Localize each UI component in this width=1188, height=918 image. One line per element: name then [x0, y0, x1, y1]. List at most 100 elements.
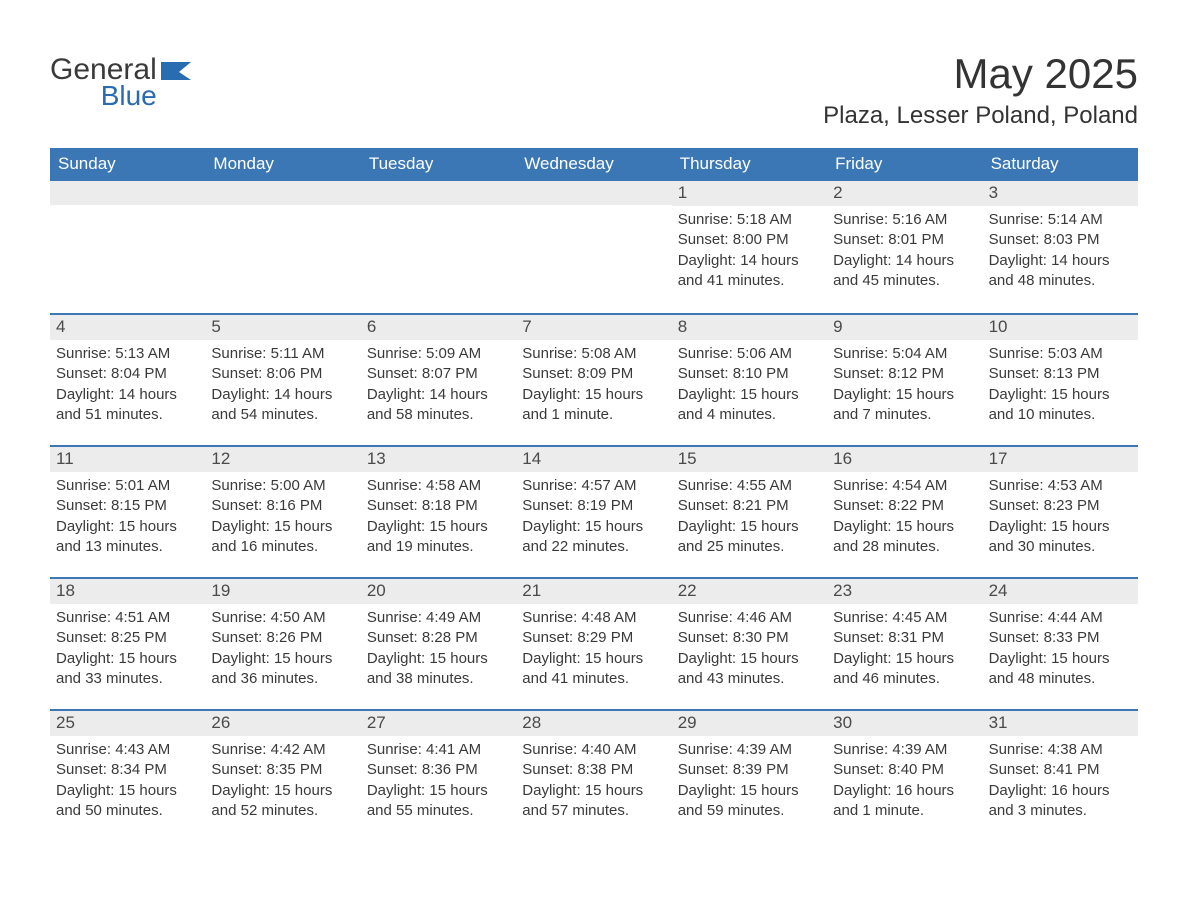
calendar-cell: 1Sunrise: 5:18 AMSunset: 8:00 PMDaylight…	[672, 181, 827, 313]
day-header: Thursday	[672, 148, 827, 181]
day-number: 5	[205, 315, 360, 340]
daylight-line: Daylight: 15 hours and 1 minute.	[522, 385, 665, 426]
sunset-label: Sunset:	[989, 497, 1044, 514]
calendar-cell: 2Sunrise: 5:16 AMSunset: 8:01 PMDaylight…	[827, 181, 982, 313]
sunset-label: Sunset:	[678, 365, 733, 382]
sunrise-line: Sunrise: 4:43 AM	[56, 740, 199, 760]
day-info: Sunrise: 5:01 AMSunset: 8:15 PMDaylight:…	[50, 472, 205, 565]
daylight-label: Daylight:	[367, 386, 430, 403]
day-number: 2	[827, 181, 982, 206]
day-info: Sunrise: 5:03 AMSunset: 8:13 PMDaylight:…	[983, 340, 1138, 433]
daylight-label: Daylight:	[56, 518, 119, 535]
sunset-value: 8:22 PM	[888, 497, 944, 514]
sunrise-line: Sunrise: 5:18 AM	[678, 210, 821, 230]
sunset-value: 8:29 PM	[577, 629, 633, 646]
sunset-label: Sunset:	[989, 365, 1044, 382]
daylight-label: Daylight:	[833, 650, 896, 667]
daylight-label: Daylight:	[833, 518, 896, 535]
sunrise-label: Sunrise:	[678, 741, 737, 758]
sunset-value: 8:40 PM	[888, 761, 944, 778]
sunrise-line: Sunrise: 4:46 AM	[678, 608, 821, 628]
sunrise-label: Sunrise:	[989, 211, 1048, 228]
sunset-value: 8:23 PM	[1044, 497, 1100, 514]
day-number: 31	[983, 711, 1138, 736]
calendar-cell: 24Sunrise: 4:44 AMSunset: 8:33 PMDayligh…	[983, 577, 1138, 709]
sunrise-label: Sunrise:	[56, 609, 115, 626]
daylight-line: Daylight: 15 hours and 25 minutes.	[678, 517, 821, 558]
sunrise-line: Sunrise: 4:45 AM	[833, 608, 976, 628]
sunrise-value: 4:39 AM	[892, 741, 947, 758]
sunset-line: Sunset: 8:26 PM	[211, 628, 354, 648]
day-info: Sunrise: 5:09 AMSunset: 8:07 PMDaylight:…	[361, 340, 516, 433]
sunrise-label: Sunrise:	[211, 741, 270, 758]
sunset-line: Sunset: 8:18 PM	[367, 496, 510, 516]
sunrise-label: Sunrise:	[833, 609, 892, 626]
calendar-cell: 27Sunrise: 4:41 AMSunset: 8:36 PMDayligh…	[361, 709, 516, 841]
sunset-line: Sunset: 8:29 PM	[522, 628, 665, 648]
sunrise-line: Sunrise: 4:57 AM	[522, 476, 665, 496]
daylight-line: Daylight: 15 hours and 13 minutes.	[56, 517, 199, 558]
sunset-line: Sunset: 8:41 PM	[989, 760, 1132, 780]
day-number: 4	[50, 315, 205, 340]
page-title: May 2025	[823, 50, 1138, 98]
day-info: Sunrise: 4:39 AMSunset: 8:39 PMDaylight:…	[672, 736, 827, 829]
sunset-label: Sunset:	[56, 629, 111, 646]
daylight-line: Daylight: 15 hours and 43 minutes.	[678, 649, 821, 690]
day-number: 21	[516, 579, 671, 604]
sunset-value: 8:19 PM	[577, 497, 633, 514]
day-number: 24	[983, 579, 1138, 604]
sunrise-label: Sunrise:	[367, 741, 426, 758]
calendar-cell: 5Sunrise: 5:11 AMSunset: 8:06 PMDaylight…	[205, 313, 360, 445]
sunrise-value: 5:11 AM	[271, 345, 325, 362]
sunset-value: 8:30 PM	[733, 629, 789, 646]
sunrise-value: 4:46 AM	[737, 609, 792, 626]
daylight-line: Daylight: 14 hours and 48 minutes.	[989, 251, 1132, 292]
calendar-cell: 11Sunrise: 5:01 AMSunset: 8:15 PMDayligh…	[50, 445, 205, 577]
sunrise-label: Sunrise:	[211, 345, 270, 362]
day-number: 30	[827, 711, 982, 736]
sunset-label: Sunset:	[211, 365, 266, 382]
sunset-label: Sunset:	[678, 497, 733, 514]
day-info: Sunrise: 4:53 AMSunset: 8:23 PMDaylight:…	[983, 472, 1138, 565]
day-number: 13	[361, 447, 516, 472]
calendar-cell-empty	[205, 181, 360, 313]
sunset-value: 8:36 PM	[422, 761, 478, 778]
sunset-label: Sunset:	[211, 629, 266, 646]
brand-logo: General Blue	[50, 50, 195, 108]
sunrise-value: 4:41 AM	[426, 741, 481, 758]
daylight-label: Daylight:	[989, 518, 1052, 535]
sunrise-line: Sunrise: 5:08 AM	[522, 344, 665, 364]
sunset-line: Sunset: 8:16 PM	[211, 496, 354, 516]
sunset-value: 8:26 PM	[266, 629, 322, 646]
title-block: May 2025 Plaza, Lesser Poland, Poland	[823, 50, 1138, 130]
sunrise-label: Sunrise:	[522, 345, 581, 362]
daylight-line: Daylight: 15 hours and 52 minutes.	[211, 781, 354, 822]
day-number: 22	[672, 579, 827, 604]
sunrise-line: Sunrise: 4:48 AM	[522, 608, 665, 628]
calendar-cell: 21Sunrise: 4:48 AMSunset: 8:29 PMDayligh…	[516, 577, 671, 709]
day-info: Sunrise: 5:16 AMSunset: 8:01 PMDaylight:…	[827, 206, 982, 299]
sunrise-label: Sunrise:	[989, 477, 1048, 494]
sunrise-line: Sunrise: 4:58 AM	[367, 476, 510, 496]
sunrise-value: 5:14 AM	[1048, 211, 1103, 228]
daylight-label: Daylight:	[989, 782, 1052, 799]
brand-word-2: Blue	[50, 83, 157, 108]
sunset-line: Sunset: 8:01 PM	[833, 230, 976, 250]
calendar-cell: 16Sunrise: 4:54 AMSunset: 8:22 PMDayligh…	[827, 445, 982, 577]
sunset-line: Sunset: 8:34 PM	[56, 760, 199, 780]
day-info: Sunrise: 4:40 AMSunset: 8:38 PMDaylight:…	[516, 736, 671, 829]
daylight-line: Daylight: 15 hours and 50 minutes.	[56, 781, 199, 822]
day-info: Sunrise: 4:49 AMSunset: 8:28 PMDaylight:…	[361, 604, 516, 697]
daylight-label: Daylight:	[678, 650, 741, 667]
sunrise-label: Sunrise:	[522, 609, 581, 626]
sunrise-line: Sunrise: 4:54 AM	[833, 476, 976, 496]
sunrise-label: Sunrise:	[833, 211, 892, 228]
sunset-line: Sunset: 8:28 PM	[367, 628, 510, 648]
daylight-label: Daylight:	[833, 386, 896, 403]
daylight-line: Daylight: 15 hours and 16 minutes.	[211, 517, 354, 558]
daylight-label: Daylight:	[678, 386, 741, 403]
sunrise-line: Sunrise: 5:11 AM	[211, 344, 354, 364]
calendar-cell: 22Sunrise: 4:46 AMSunset: 8:30 PMDayligh…	[672, 577, 827, 709]
day-info: Sunrise: 4:45 AMSunset: 8:31 PMDaylight:…	[827, 604, 982, 697]
sunrise-label: Sunrise:	[989, 741, 1048, 758]
